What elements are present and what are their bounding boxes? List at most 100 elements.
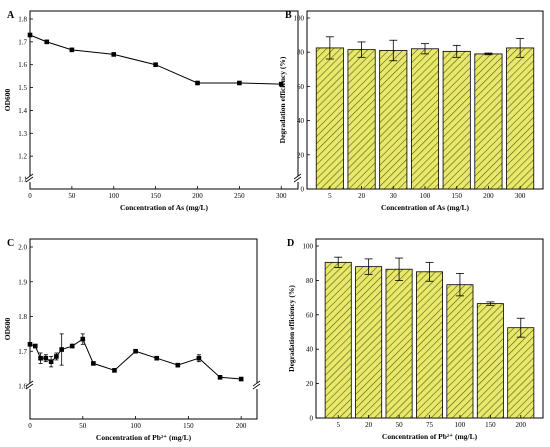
- x-tick-label: 300: [515, 192, 526, 200]
- x-axis-label: Concentration of Pb²⁺ (mg/L): [96, 433, 192, 442]
- panel-label: B: [285, 10, 292, 21]
- data-point: [69, 343, 75, 349]
- bar: [410, 48, 440, 190]
- plot-frame: [29, 10, 299, 190]
- y-tick-label: 1.2: [18, 153, 27, 161]
- panel-label: C: [7, 238, 14, 249]
- x-tick-label: 100: [109, 192, 120, 200]
- y-tick-label: 100: [303, 243, 314, 251]
- x-tick-label: 100: [130, 422, 141, 430]
- plot-frame: [29, 238, 258, 420]
- y-axis-label: OD600: [3, 318, 12, 341]
- bar: [315, 47, 344, 190]
- panel-d: D 0 20 40 60 80 100 Degradation efficiency (%) C…: [287, 238, 544, 441]
- data-point: [38, 355, 43, 361]
- y-tick-label: 1.8: [18, 16, 27, 24]
- data-point: [54, 354, 59, 359]
- bar: [474, 53, 503, 190]
- panel-a: A 1.1 1.2 1.3 1.4 1.5 1.6 1.7 1.8 OD600 Concentrat…: [3, 10, 302, 212]
- x-tick-label: 150: [451, 192, 462, 200]
- bar: [416, 271, 443, 419]
- data-point: [195, 80, 200, 86]
- y-tick-label: 60: [306, 311, 314, 319]
- x-tick-label: 50: [79, 422, 87, 430]
- data-point: [153, 62, 158, 68]
- data-point: [48, 359, 54, 364]
- x-tick-label: 200: [516, 421, 527, 429]
- bar: [446, 284, 474, 419]
- y-tick-label: 1.7: [18, 348, 27, 356]
- x-tick-label: 150: [485, 421, 496, 429]
- axis-break-mark: [25, 173, 34, 180]
- y-tick-label: 20: [306, 380, 314, 388]
- data-point: [43, 355, 49, 361]
- y-tick-label: 1.6: [18, 383, 27, 391]
- y-tick-label: 60: [297, 83, 305, 91]
- y-tick-label: 40: [306, 346, 314, 354]
- bar: [355, 266, 383, 419]
- y-tick-label: 0: [310, 415, 314, 423]
- data-point: [27, 342, 33, 347]
- bar: [476, 303, 504, 419]
- x-tick-label: 5: [336, 421, 340, 429]
- data-point: [175, 362, 181, 368]
- data-point: [237, 80, 242, 86]
- data-point: [217, 375, 223, 380]
- data-point: [32, 343, 38, 349]
- y-tick-label: 0: [301, 186, 305, 194]
- data-point: [44, 39, 50, 45]
- data-point: [154, 355, 159, 361]
- x-axis-label: Concentration of Pb²⁺ (mg/L): [382, 432, 478, 441]
- y-tick-label: 1.9: [18, 278, 27, 286]
- y-axis-label: Degradation efficiency (%): [287, 285, 296, 372]
- x-tick-label: 250: [234, 192, 245, 200]
- y-tick-label: 1.7: [18, 38, 27, 46]
- x-tick-label: 100: [455, 421, 466, 429]
- bar: [506, 47, 535, 190]
- panel-b: B 0 20 40 60 80 100 Degradation efficiency (%) C…: [278, 10, 544, 212]
- y-tick-label: 1.3: [18, 130, 27, 138]
- y-axis-label: OD600: [3, 89, 12, 112]
- data-point: [59, 347, 64, 352]
- bar: [507, 327, 535, 419]
- series-line: [29, 34, 282, 85]
- panel-label: D: [287, 238, 294, 249]
- axis-break-mark: [252, 380, 261, 387]
- bar: [385, 268, 413, 419]
- x-tick-label: 30: [390, 192, 398, 200]
- data-point: [111, 52, 117, 57]
- bar: [347, 49, 376, 190]
- data-point: [133, 348, 138, 354]
- y-tick-label: 20: [297, 151, 305, 159]
- x-tick-label: 50: [68, 192, 76, 200]
- data-point: [196, 355, 202, 361]
- data-point: [91, 361, 96, 366]
- bar: [379, 50, 408, 190]
- axis-break-mark: [25, 176, 34, 183]
- y-tick-label: 1.8: [18, 313, 27, 321]
- x-tick-label: 200: [483, 192, 494, 200]
- axis-break-mark: [25, 380, 34, 387]
- x-tick-label: 50: [396, 421, 404, 429]
- y-tick-label: 80: [306, 277, 314, 285]
- data-point: [69, 47, 75, 53]
- axis-break-mark: [25, 383, 34, 390]
- x-tick-label: 200: [192, 192, 203, 200]
- x-tick-label: 5: [328, 192, 332, 200]
- x-tick-label: 20: [358, 192, 366, 200]
- data-point: [27, 32, 33, 38]
- x-tick-label: 150: [150, 192, 161, 200]
- panel-label: A: [7, 10, 15, 21]
- axis-break-mark: [252, 383, 261, 390]
- x-tick-label: 0: [28, 192, 32, 200]
- x-axis-label: Concentration of As (mg/L): [120, 203, 209, 212]
- axis-break-mark: [293, 176, 302, 183]
- x-tick-label: 300: [276, 192, 287, 200]
- y-tick-label: 80: [297, 49, 305, 57]
- x-axis-label: Concentration of As (mg/L): [381, 203, 470, 212]
- x-tick-label: 200: [236, 422, 247, 430]
- data-point: [278, 81, 284, 87]
- y-tick-label: 100: [294, 15, 305, 23]
- y-tick-label: 40: [297, 117, 305, 125]
